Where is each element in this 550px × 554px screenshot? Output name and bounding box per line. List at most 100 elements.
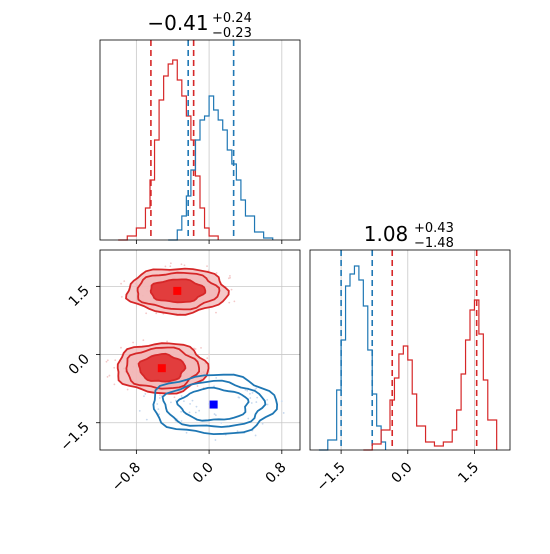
sample-point: [180, 410, 183, 413]
sample-point: [180, 263, 183, 266]
sample-point: [207, 269, 210, 272]
sample-point: [157, 408, 160, 411]
sample-point: [206, 265, 208, 268]
title-top-left-sub: −0.23: [212, 26, 252, 41]
sample-point: [183, 264, 186, 267]
sample-point: [145, 312, 148, 315]
sample-point: [180, 395, 183, 397]
sample-point: [132, 341, 135, 344]
sample-point: [142, 339, 145, 342]
sample-point: [215, 311, 217, 314]
sample-point: [215, 376, 218, 379]
sample-point: [198, 409, 201, 412]
sample-point: [191, 399, 194, 402]
sample-point: [182, 400, 185, 403]
sample-point: [256, 396, 259, 399]
sample-point: [155, 312, 158, 315]
sample-point: [261, 422, 264, 425]
sample-point: [196, 385, 199, 387]
marker-2: [209, 400, 218, 409]
sample-point: [255, 401, 258, 403]
sample-point: [250, 402, 253, 404]
marker-1: [157, 364, 166, 373]
sample-point: [249, 392, 251, 395]
sample-point: [188, 411, 191, 414]
title-bottom-right-sub: −1.48: [414, 236, 454, 251]
sample-point: [247, 417, 250, 420]
sample-point: [113, 366, 116, 369]
sample-point: [251, 391, 254, 394]
sample-point: [215, 272, 218, 274]
sample-point: [158, 413, 160, 416]
contour-blue-2-1: [161, 379, 267, 428]
title-bottom-right-main: 1.08: [364, 222, 409, 246]
sample-point: [114, 359, 117, 362]
top-left-histogram: [99, 39, 301, 244]
sample-point: [266, 403, 269, 406]
sample-point: [266, 398, 269, 401]
sample-point: [246, 389, 249, 392]
sample-point: [185, 431, 188, 434]
bottom-left-ytick-label-1: 0.0: [66, 351, 93, 378]
sample-point: [164, 265, 167, 268]
title-top-left-main: −0.41: [147, 11, 208, 35]
sample-point: [143, 395, 145, 397]
sample-point: [106, 375, 109, 378]
bottom-left-frame: [99, 249, 301, 451]
sample-point: [220, 421, 223, 424]
bottom-left-xtick-label-2: 0.8: [263, 460, 290, 487]
sample-point: [213, 413, 216, 415]
sample-point: [228, 301, 231, 304]
sample-point: [214, 439, 217, 441]
sample-point: [169, 265, 172, 268]
bottom-right-frame: [309, 249, 511, 451]
sample-point: [238, 396, 241, 399]
bottom-left-xtick-label-1: 0.0: [190, 460, 217, 487]
sample-point: [194, 411, 197, 414]
bottom-left-ytick-label-2: −1.5: [57, 419, 92, 454]
sample-point: [180, 420, 183, 422]
sample-point: [120, 295, 123, 298]
bottom-right-histogram: −1.5 0.0 1.5: [309, 249, 511, 495]
bottom-left-ytick-label-0: 1.5: [66, 283, 93, 310]
bottom-right-series-blue: [318, 265, 387, 451]
sample-point: [229, 274, 231, 277]
bottom-left-scatter: −0.8 0.0 0.8 1.5 0.0 −1.5: [57, 249, 301, 495]
sample-point: [189, 403, 191, 405]
title-bottom-right-sup: +0.43: [414, 221, 454, 236]
sample-point: [123, 280, 126, 283]
sample-point: [138, 409, 141, 412]
bottom-right-xtick-label-2: 1.5: [455, 460, 482, 487]
marker-0: [173, 286, 182, 295]
sample-point: [194, 348, 197, 350]
bottom-right-xtick-label-1: 0.0: [389, 460, 416, 487]
title-top-left-sup: +0.24: [212, 11, 252, 26]
sample-point: [174, 399, 177, 402]
sample-point: [255, 387, 258, 390]
sample-point: [170, 401, 172, 404]
sample-point: [144, 393, 147, 395]
sample-point: [106, 359, 109, 362]
sample-point: [159, 394, 161, 396]
sample-point: [156, 403, 159, 405]
sample-point: [105, 360, 108, 363]
sample-point: [282, 412, 285, 414]
top-left-series-red: [118, 59, 219, 241]
sample-point: [158, 397, 161, 399]
sample-point: [120, 346, 122, 349]
sample-point: [254, 434, 257, 437]
sample-point: [120, 282, 122, 285]
sample-point: [208, 403, 210, 405]
sample-point: [200, 346, 202, 349]
top-left-frame: [99, 39, 301, 241]
sample-point: [145, 418, 148, 421]
sample-point: [244, 389, 247, 391]
sample-point: [169, 262, 172, 265]
sample-point: [230, 288, 233, 291]
bottom-left-xtick-label-0: −0.8: [109, 460, 144, 495]
sample-point: [208, 353, 210, 356]
top-left-series-blue: [168, 95, 274, 241]
sample-point: [233, 300, 236, 303]
contour-blue-2-0: [152, 373, 279, 436]
sample-point: [249, 397, 252, 399]
